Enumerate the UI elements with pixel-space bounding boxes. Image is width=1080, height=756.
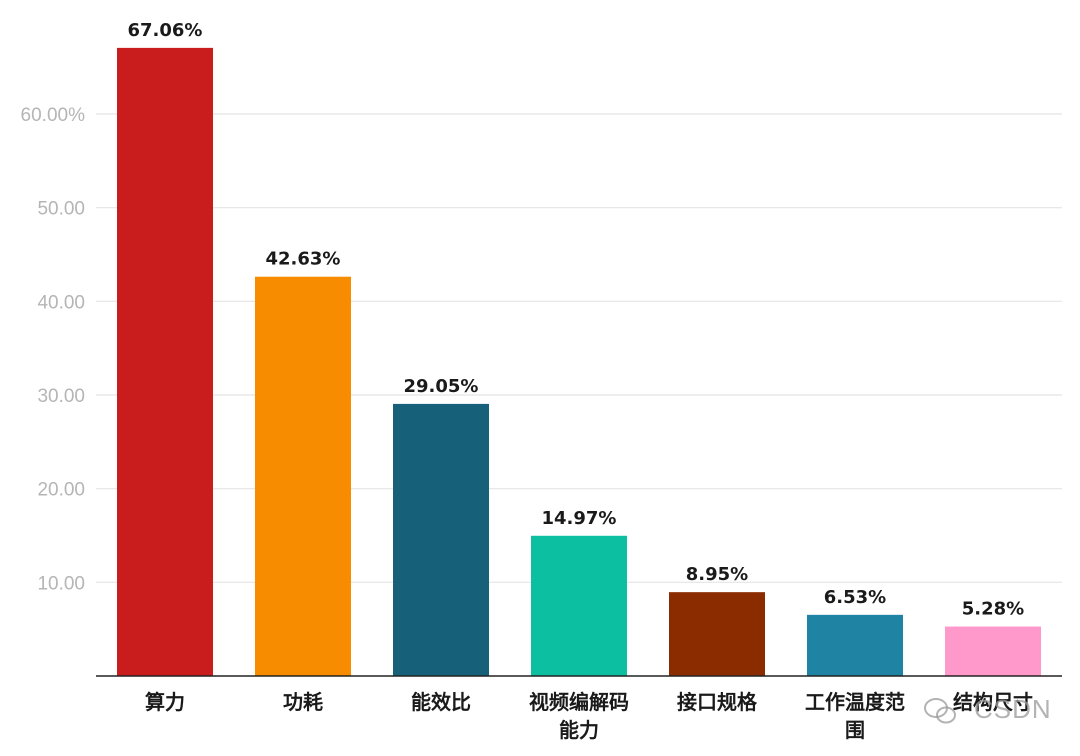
y-tick-label: 30.00 — [37, 386, 85, 407]
data-label: 67.06% — [128, 20, 203, 41]
data-label: 5.28% — [962, 599, 1024, 620]
data-label: 6.53% — [824, 587, 886, 608]
y-tick-label: 60.00% — [21, 105, 86, 126]
bar — [669, 592, 765, 676]
bar — [255, 276, 351, 676]
watermark: CSDN — [924, 694, 1052, 724]
bar — [807, 614, 903, 676]
label-layer: 67.06% 42.63% 29.05% 14.97% 8.95% 6.53% 5.28% — [128, 20, 1025, 620]
data-label: 42.63% — [266, 249, 341, 270]
y-tick-label: 50.00 — [37, 199, 85, 220]
x-tick-label: 接口规格 — [677, 690, 758, 714]
data-label: 14.97% — [542, 508, 617, 529]
x-tick-label: 结构尺寸 — [953, 690, 1033, 714]
x-tick-label: 功耗 — [283, 690, 323, 714]
y-tick-label: 40.00 — [37, 292, 85, 313]
x-tick-label: 工作温度范围 — [805, 690, 905, 742]
x-tick-label: 视频编解码能力 — [529, 690, 629, 742]
watermark-text: CSDN — [974, 694, 1052, 724]
x-tick-label: 能效比 — [411, 690, 471, 714]
bar — [117, 47, 213, 676]
y-tick-label: 20.00 — [37, 480, 85, 501]
bar-layer — [117, 47, 1041, 676]
x-tick-label: 算力 — [145, 690, 185, 714]
data-label: 29.05% — [404, 376, 479, 397]
bar — [531, 535, 627, 676]
y-tick-label: 10.00 — [37, 573, 85, 594]
data-label: 8.95% — [686, 564, 748, 585]
bar — [393, 403, 489, 676]
bar — [945, 626, 1041, 676]
x-tick-layer: 算力 功耗 能效比 视频编解码能力 接口规格 工作温度范围 结构尺寸 — [145, 690, 1033, 742]
wechat-icon — [924, 698, 956, 724]
